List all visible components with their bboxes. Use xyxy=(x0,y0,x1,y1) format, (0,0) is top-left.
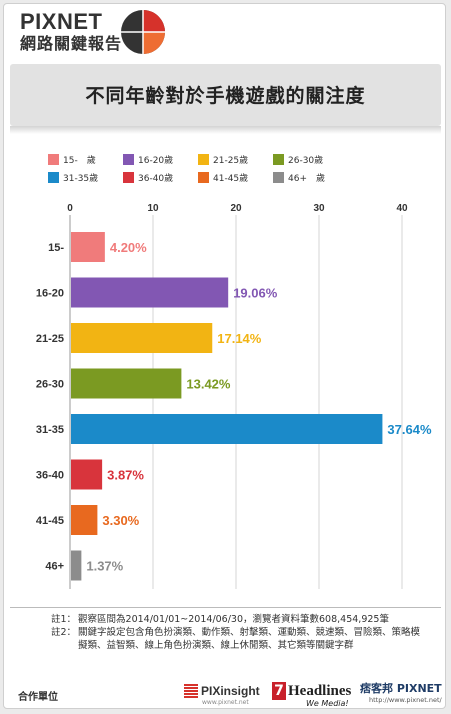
legend-label: 15- 歲 xyxy=(63,155,96,166)
legend-swatch xyxy=(123,171,134,183)
x-tick-label: 20 xyxy=(230,203,242,214)
legend-item: 46+ 歲 xyxy=(273,170,325,184)
value-label: 3.30% xyxy=(102,513,139,528)
legend-swatch xyxy=(273,171,284,183)
footnote-text: 關鍵字設定包含角色扮演類、動作類、射擊類、運動類、競速類、冒險類、策略模擬類、益… xyxy=(78,627,421,651)
legend-item: 21-25歲 xyxy=(198,152,248,166)
title-band: 不同年齡對於手機遊戲的關注度 xyxy=(10,64,441,134)
legend-label: 21-25歲 xyxy=(213,155,249,166)
7headlines-logo[interactable]: 7 Headlines We Media! xyxy=(272,682,352,708)
x-tick-label: 10 xyxy=(147,203,159,214)
footnote-2: 註2： 關鍵字設定包含角色扮演類、動作類、射擊類、運動類、競速類、冒險類、策略模… xyxy=(51,626,421,652)
x-tick-label: 40 xyxy=(396,203,408,214)
bar xyxy=(71,550,82,581)
legend-label: 16-20歲 xyxy=(138,155,174,166)
category-label: 16-20 xyxy=(36,288,64,300)
value-label: 1.37% xyxy=(86,559,123,574)
value-label: 19.06% xyxy=(233,286,278,301)
legend-swatch xyxy=(273,153,284,165)
legend-swatch xyxy=(48,153,59,165)
bar-chart: 0 10 20 30 40 15- 4.20% 16-20 19.06% 21-25 17.14% 2… xyxy=(36,203,432,589)
category-label: 46+ xyxy=(45,561,64,573)
legend-label: 26-30歲 xyxy=(288,155,324,166)
legend-item: 36-40歲 xyxy=(123,170,173,184)
legend-item: 15- 歲 xyxy=(48,152,96,166)
value-label: 3.87% xyxy=(107,468,144,483)
value-label: 17.14% xyxy=(217,331,262,346)
pixinsight-mark-icon xyxy=(184,684,198,698)
brand-subtitle: 網路關鍵報告 xyxy=(20,34,123,53)
infographic-frame: PIXNET 網路關鍵報告 不同年齡對於手機遊戲的關注度 15- 歲 16-20歲… xyxy=(3,3,446,709)
footer: 合作單位 PIXinsight www.pixnet.net 7 Headlin… xyxy=(4,676,445,708)
legend-swatch xyxy=(198,153,209,165)
category-label: 36-40 xyxy=(36,470,64,482)
bar xyxy=(71,368,182,399)
category-label: 31-35 xyxy=(36,424,64,436)
legend-label: 36-40歲 xyxy=(138,173,174,184)
legend-item: 16-20歲 xyxy=(123,152,173,166)
value-label: 13.42% xyxy=(186,377,231,392)
value-label: 37.64% xyxy=(387,422,432,437)
bar xyxy=(71,323,213,353)
notes-divider xyxy=(10,607,441,608)
chart-legend: 15- 歲 16-20歲 21-25歲 26-30歲 31-35歲 36-40歲 41-45… xyxy=(48,152,408,186)
brand-name: PIXNET xyxy=(20,9,103,34)
category-label: 41-45 xyxy=(36,515,64,527)
bar xyxy=(71,505,98,535)
pixinsight-url: www.pixnet.net xyxy=(202,699,249,706)
legend-label: 41-45歲 xyxy=(213,173,249,184)
footnote-tag: 註2： xyxy=(51,627,77,638)
category-label: 21-25 xyxy=(36,333,64,345)
pixinsight-wordmark: PIXinsight xyxy=(201,684,260,698)
legend-item: 41-45歲 xyxy=(198,170,248,184)
legend-swatch xyxy=(48,171,59,183)
pixinsight-logo[interactable]: PIXinsight www.pixnet.net xyxy=(184,684,260,706)
bar xyxy=(71,232,105,262)
category-label: 15- xyxy=(48,242,64,254)
x-tick-label: 30 xyxy=(313,203,325,214)
footnote-tag: 註1： xyxy=(51,614,77,625)
legend-swatch xyxy=(123,153,134,165)
footnotes: 註1： 觀察區間為2014/01/01~2014/06/30，瀏覽者資料筆數60… xyxy=(51,613,421,652)
partner-label: 合作單位 xyxy=(18,692,58,703)
pixnet-logo[interactable]: 痞客邦 PIXNET http://www.pixnet.net/ xyxy=(360,680,442,704)
footnote-1: 註1： 觀察區間為2014/01/01~2014/06/30，瀏覽者資料筆數60… xyxy=(51,613,421,626)
value-label: 4.20% xyxy=(110,240,147,255)
legend-item: 31-35歲 xyxy=(48,170,98,184)
chart-title: 不同年齡對於手機遊戲的關注度 xyxy=(85,85,366,107)
7headlines-number: 7 xyxy=(272,682,286,700)
footnote-text: 觀察區間為2014/01/01~2014/06/30，瀏覽者資料筆數608,45… xyxy=(78,614,389,625)
legend-item: 26-30歲 xyxy=(273,152,323,166)
legend-swatch xyxy=(198,171,209,183)
7headlines-tagline: We Media! xyxy=(306,699,349,708)
legend-label: 31-35歲 xyxy=(63,173,99,184)
bar xyxy=(71,277,229,308)
x-tick-label: 0 xyxy=(67,203,73,214)
bar xyxy=(71,459,103,490)
category-label: 26-30 xyxy=(36,379,64,391)
pixnet-name: 痞客邦 PIXNET xyxy=(360,682,442,695)
pie-logo-icon xyxy=(121,10,165,54)
pixnet-url: http://www.pixnet.net/ xyxy=(369,696,442,704)
bar xyxy=(71,414,383,444)
legend-label: 46+ 歲 xyxy=(288,173,325,184)
7headlines-wordmark: Headlines xyxy=(288,682,352,699)
